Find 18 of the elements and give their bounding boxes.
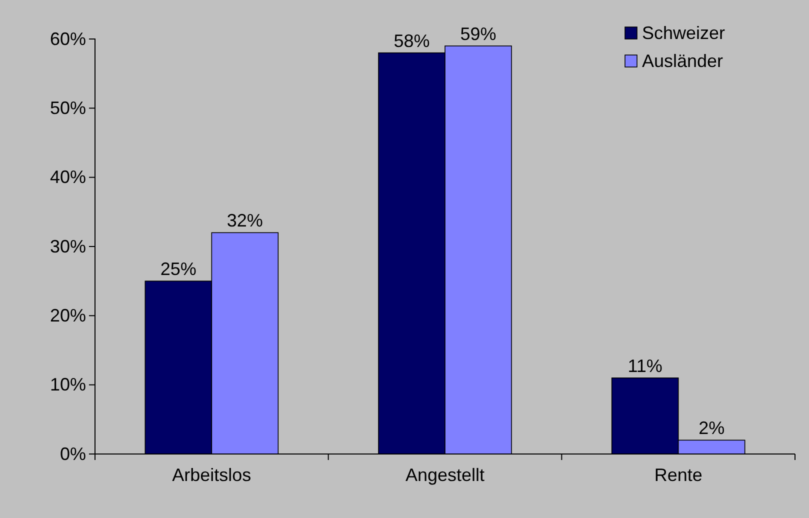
y-tick-label: 50% (50, 98, 86, 118)
data-label: 25% (160, 259, 196, 280)
y-tick-label: 0% (60, 444, 86, 464)
x-tick-label: Rente (654, 464, 702, 485)
y-tick-label: 60% (50, 28, 86, 49)
y-tick-label: 40% (50, 167, 86, 188)
data-label: 11% (628, 356, 662, 376)
data-label: 2% (698, 418, 725, 438)
data-label: 58% (394, 30, 430, 51)
legend-label: Ausländer (642, 51, 724, 71)
data-label: 32% (226, 210, 263, 231)
y-tick-label: 20% (50, 305, 86, 326)
y-tick-label: 30% (50, 236, 86, 256)
legend-label: Schweizer (642, 23, 726, 43)
x-tick-label: Arbeitslos (172, 464, 252, 485)
data-label: 59% (460, 24, 496, 44)
x-tick-label: Angestellt (405, 464, 485, 485)
y-tick-label: 10% (50, 374, 86, 395)
